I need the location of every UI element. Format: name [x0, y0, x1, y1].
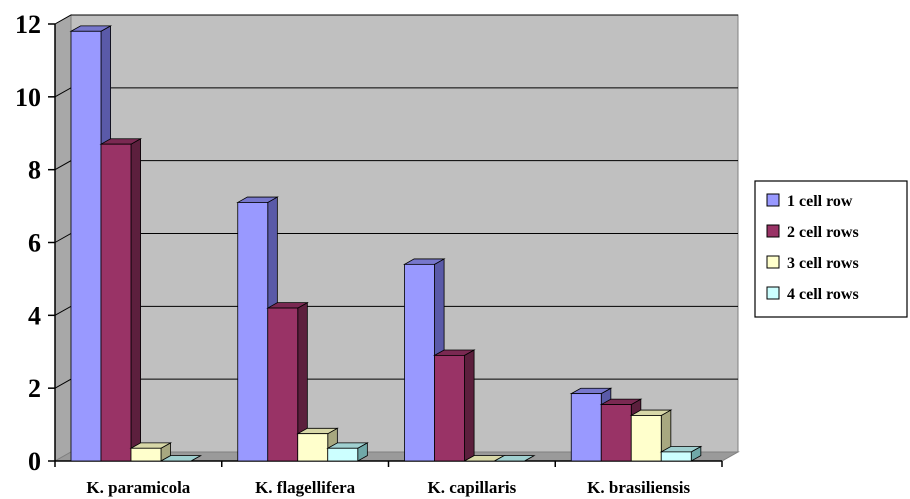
x-tick-label-k-brasiliensis: K. brasiliensis	[587, 478, 690, 497]
y-tick-label-12: 12	[15, 10, 41, 39]
y-tick-labels: 0 2 4 6 8 10 12	[15, 10, 41, 476]
gridline-12	[54, 14, 738, 25]
y-tick-label-10: 10	[15, 83, 41, 112]
legend: 1 cell row 2 cell rows 3 cell rows 4 cell r…	[754, 180, 908, 318]
legend-swatch	[766, 224, 780, 238]
x-tick-label-k-capillaris: K. capillaris	[427, 478, 516, 497]
legend-swatch	[766, 255, 780, 269]
legend-swatch	[766, 193, 780, 207]
plot-walls	[53, 14, 740, 462]
legend-label: 2 cell rows	[787, 224, 859, 241]
x-tick-label-k-flagellifera: K. flagellifera	[255, 478, 356, 497]
x-tick-labels: K. paramicola K. flagellifera K. capillari…	[86, 478, 690, 497]
bars	[69, 25, 703, 462]
y-tick-label-0: 0	[28, 447, 41, 476]
legend-box	[754, 180, 908, 318]
legend-label: 3 cell rows	[787, 255, 859, 272]
y-tick-label-8: 8	[28, 156, 41, 185]
bar-4-cell-rows-k-capillaris	[492, 455, 536, 462]
y-tick-label-2: 2	[28, 374, 41, 403]
legend-item-1-cell-row: 1 cell row	[766, 193, 853, 210]
legend-item-3-cell-rows: 3 cell rows	[766, 255, 859, 272]
bar-4-cell-rows-k-flagellifera	[326, 442, 369, 462]
bar-2-cell-rows-k-paramicola	[99, 138, 143, 462]
legend-item-4-cell-rows: 4 cell rows	[766, 286, 859, 303]
bar-1-cell-row-k-paramicola	[69, 25, 113, 462]
y-tick-label-6: 6	[28, 229, 41, 258]
legend-label: 1 cell row	[787, 193, 853, 210]
bar-4-cell-rows-k-brasiliensis	[659, 445, 703, 462]
bar-2-cell-rows-k-capillaris	[432, 349, 476, 462]
bar-3-cell-rows-k-paramicola	[129, 442, 173, 462]
x-tick-label-k-paramicola: K. paramicola	[86, 478, 190, 497]
bar-2-cell-rows-k-flagellifera	[266, 301, 309, 462]
bar-4-cell-rows-k-paramicola	[159, 455, 203, 462]
bar-1-cell-row-k-capillaris	[402, 258, 446, 462]
legend-label: 4 cell rows	[787, 286, 859, 303]
y-tick-label-4: 4	[28, 301, 41, 330]
legend-item-2-cell-rows: 2 cell rows	[766, 224, 859, 241]
legend-swatch	[766, 286, 780, 300]
